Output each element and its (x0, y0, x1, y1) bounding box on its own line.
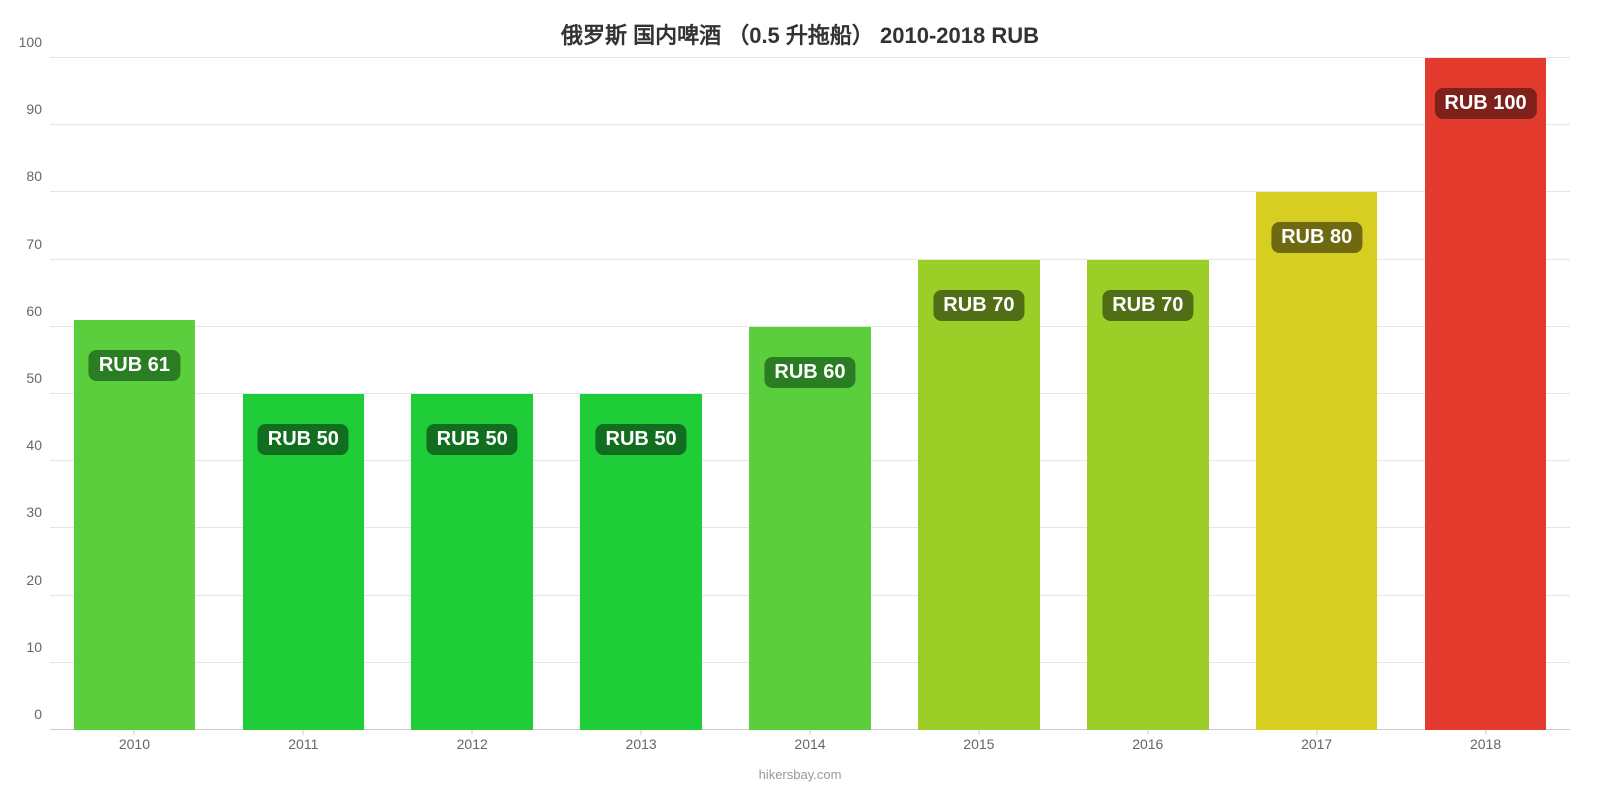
x-tick-label: 2012 (457, 736, 488, 752)
y-tick-label: 20 (26, 572, 42, 588)
bar: RUB 50 (580, 394, 702, 730)
chart-title: 俄罗斯 国内啤酒 （0.5 升拖船） 2010-2018 RUB (0, 0, 1600, 58)
x-tick-label: 2018 (1470, 736, 1501, 752)
x-tick-mark (810, 730, 811, 735)
x-tick-label: 2014 (794, 736, 825, 752)
grid-line (50, 57, 1570, 58)
y-tick-label: 50 (26, 370, 42, 386)
bar-value-label: RUB 60 (764, 357, 855, 388)
bar-value-label: RUB 80 (1271, 222, 1362, 253)
x-tick-label: 2013 (626, 736, 657, 752)
bar-value-label: RUB 61 (89, 350, 180, 381)
bar-value-label: RUB 50 (258, 424, 349, 455)
bar: RUB 61 (74, 320, 196, 730)
x-tick-mark (134, 730, 135, 735)
x-tick-mark (978, 730, 979, 735)
x-tick-mark (1485, 730, 1486, 735)
x-tick-mark (641, 730, 642, 735)
bar: RUB 50 (411, 394, 533, 730)
y-tick-label: 70 (26, 236, 42, 252)
bar: RUB 60 (749, 327, 871, 730)
bar: RUB 50 (243, 394, 365, 730)
bar-value-label: RUB 50 (427, 424, 518, 455)
bar-value-label: RUB 70 (1102, 290, 1193, 321)
y-tick-label: 80 (26, 168, 42, 184)
x-tick-mark (472, 730, 473, 735)
x-tick-mark (1147, 730, 1148, 735)
plot-area: 0102030405060708090100RUB 612010RUB 5020… (50, 58, 1570, 730)
y-tick-label: 100 (19, 34, 42, 50)
chart-credit: hikersbay.com (0, 767, 1600, 782)
x-tick-label: 2011 (288, 736, 318, 752)
bar-value-label: RUB 70 (933, 290, 1024, 321)
y-tick-label: 0 (34, 706, 42, 722)
bar: RUB 100 (1425, 58, 1547, 730)
y-tick-label: 10 (26, 639, 42, 655)
bar: RUB 70 (1087, 260, 1209, 730)
bar: RUB 70 (918, 260, 1040, 730)
bar: RUB 80 (1256, 192, 1378, 730)
x-tick-mark (1316, 730, 1317, 735)
x-tick-label: 2010 (119, 736, 150, 752)
y-tick-label: 30 (26, 504, 42, 520)
y-tick-label: 60 (26, 303, 42, 319)
bar-value-label: RUB 50 (596, 424, 687, 455)
bar-value-label: RUB 100 (1434, 88, 1536, 119)
x-tick-label: 2017 (1301, 736, 1332, 752)
y-tick-label: 40 (26, 437, 42, 453)
x-tick-label: 2016 (1132, 736, 1163, 752)
y-tick-label: 90 (26, 101, 42, 117)
x-tick-mark (303, 730, 304, 735)
x-tick-label: 2015 (963, 736, 994, 752)
bar-chart: 俄罗斯 国内啤酒 （0.5 升拖船） 2010-2018 RUB 0102030… (0, 0, 1600, 800)
grid-line (50, 124, 1570, 125)
